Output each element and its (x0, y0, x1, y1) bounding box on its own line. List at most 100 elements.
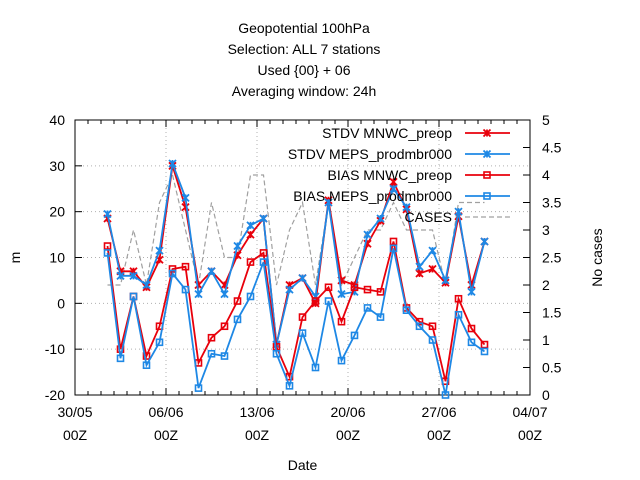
data-point (272, 349, 281, 358)
title-line: Averaging window: 24h (232, 83, 377, 99)
data-point (207, 333, 216, 342)
data-point (480, 347, 489, 356)
data-point (350, 283, 359, 292)
data-point (480, 237, 489, 246)
data-point (168, 159, 177, 168)
x-tick-label-date: 27/06 (421, 404, 456, 420)
data-point (142, 352, 151, 360)
data-point (233, 297, 242, 305)
series-bias-meps-prodmbr000 (103, 244, 489, 399)
series-layer (103, 159, 489, 399)
data-point (376, 313, 385, 321)
data-point (311, 297, 320, 305)
data-point (428, 336, 437, 344)
data-point (467, 324, 476, 333)
data-point (441, 391, 450, 399)
data-point (233, 315, 242, 324)
data-point (116, 354, 125, 363)
data-point (402, 306, 411, 315)
data-point (194, 384, 203, 392)
data-point (428, 322, 437, 331)
x-tick-label-hour: 00Z (427, 427, 452, 443)
data-point (155, 338, 164, 347)
data-point (181, 262, 190, 271)
data-point (285, 382, 294, 390)
data-point (389, 184, 398, 193)
x-tick-label-hour: 00Z (518, 427, 543, 443)
data-point (103, 249, 112, 257)
data-point (168, 269, 177, 278)
legend: STDV MNWC_preop STDV MEPS_prodmbr000 BIAS … (288, 125, 510, 225)
data-point (363, 230, 372, 239)
data-point (259, 214, 268, 223)
x-tick-label-hour: 00Z (336, 427, 361, 443)
data-point (142, 361, 151, 370)
data-point (402, 202, 411, 212)
data-point (415, 322, 424, 331)
data-point (194, 290, 203, 299)
legend-label: CASES (405, 209, 452, 225)
data-point (337, 356, 346, 365)
data-point (428, 246, 437, 255)
y2-tick-label: 1.5 (542, 305, 562, 321)
data-point (246, 230, 255, 239)
y2-tick-label: 4 (542, 167, 550, 183)
x-tick-label-date: 30/05 (57, 404, 92, 420)
y-tick-label: -20 (45, 387, 65, 403)
x-tick-label-date: 20/06 (330, 404, 365, 420)
data-point (415, 262, 424, 271)
x-tick-label-hour: 00Z (245, 427, 270, 443)
y2-tick-label: 3.5 (542, 195, 562, 211)
data-point (480, 340, 489, 349)
data-point (363, 304, 372, 312)
x-axis-label: Date (288, 457, 318, 473)
data-point (116, 271, 125, 280)
x-tick-label-date: 04/07 (512, 404, 547, 420)
data-point (168, 265, 177, 273)
data-point (324, 283, 333, 292)
data-point (324, 198, 333, 207)
data-point (467, 338, 476, 347)
data-point (324, 297, 333, 305)
data-point (142, 280, 151, 290)
axes: -20 -10 0 10 20 30 40 0 0.5 1 1.5 2 2.5 3 3.5 4 4.5 5 30/0… (45, 112, 562, 443)
legend-label: BIAS MEPS_prodmbr000 (293, 188, 452, 204)
title-line: Used {00} + 06 (257, 62, 350, 78)
data-point (389, 177, 398, 187)
x-tick-label-hour: 00Z (63, 427, 88, 443)
y2-tick-label: 4.5 (542, 140, 562, 156)
title-line: Geopotential 100hPa (238, 20, 370, 36)
data-point (454, 207, 463, 216)
y2-tick-label: 5 (542, 112, 550, 128)
data-point (428, 264, 437, 274)
data-point (246, 258, 255, 266)
data-point (103, 209, 112, 219)
legend-label: STDV MNWC_preop (322, 125, 452, 141)
data-point (259, 249, 268, 257)
data-point (454, 294, 463, 303)
data-point (129, 292, 138, 301)
data-point (311, 363, 320, 372)
data-point (467, 287, 476, 297)
data-point (389, 244, 398, 253)
x-tick-label-hour: 00Z (154, 427, 179, 443)
legend-marker (483, 171, 491, 179)
title-line: Selection: ALL 7 stations (228, 41, 381, 57)
y-tick-label: 40 (49, 112, 65, 128)
data-point (220, 290, 229, 299)
data-point (376, 288, 385, 296)
y-tick-label: -10 (45, 341, 65, 357)
data-point (233, 241, 242, 251)
data-point (363, 285, 372, 294)
y2-tick-label: 0.5 (542, 360, 562, 376)
data-point (454, 310, 463, 319)
data-point (337, 290, 346, 299)
y2-tick-label: 2.5 (542, 250, 562, 266)
legend-marker (482, 149, 492, 159)
data-point (103, 242, 112, 250)
legend-label: BIAS MNWC_preop (328, 167, 453, 183)
data-point (220, 352, 229, 360)
y-tick-label: 20 (49, 204, 65, 220)
data-point (415, 269, 424, 278)
